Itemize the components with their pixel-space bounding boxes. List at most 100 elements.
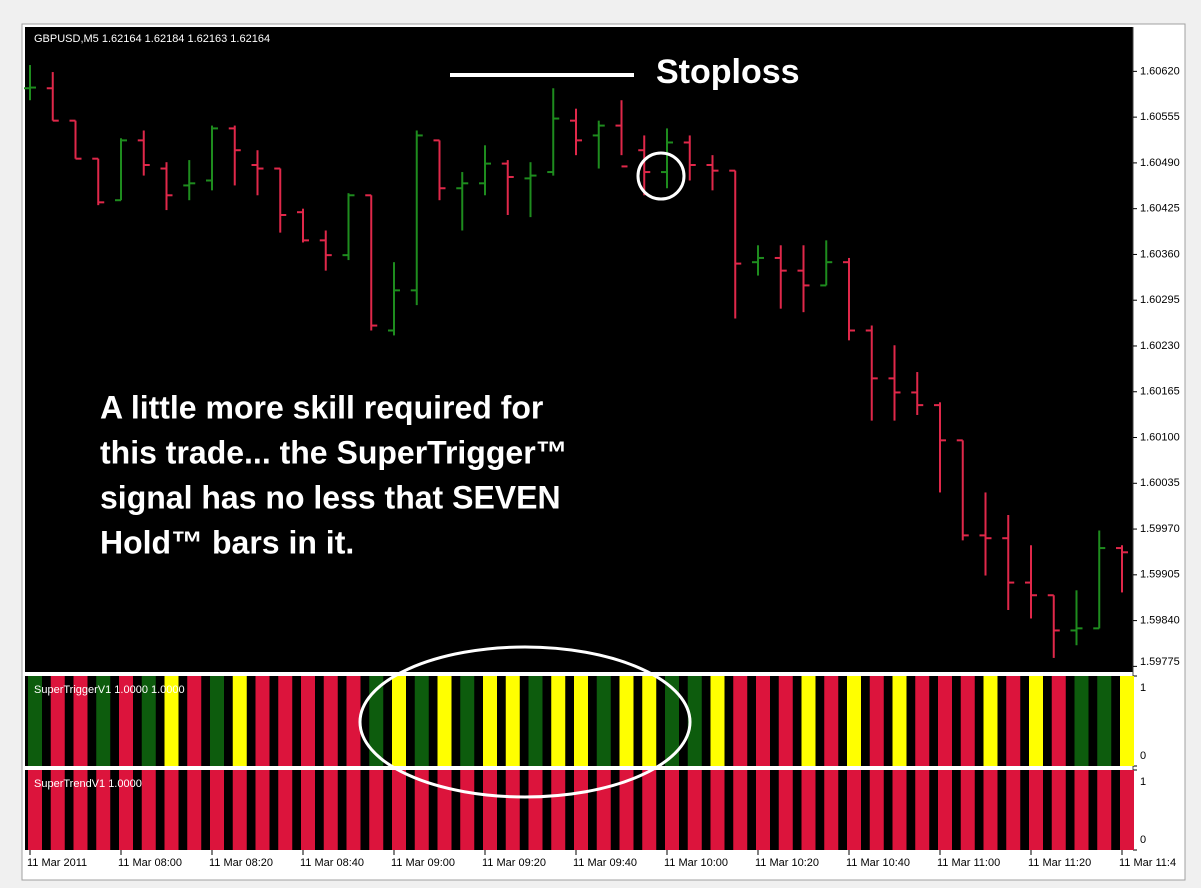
- annotation-text: Hold™ bars in it.: [100, 524, 354, 560]
- y-tick-label: 1: [1140, 776, 1146, 788]
- indicator-bar: [983, 676, 998, 766]
- indicator-bar: [232, 770, 247, 850]
- highlight-circle: [636, 151, 686, 201]
- indicator-bar: [141, 676, 156, 766]
- indicator-bar: [278, 770, 293, 850]
- x-tick-label: 11 Mar 2011: [27, 857, 87, 869]
- indicator-bar: [323, 770, 338, 850]
- indicator-bar: [574, 676, 588, 766]
- indicator-bar: [210, 676, 224, 766]
- indicator-bar: [551, 676, 566, 766]
- indicator-bar: [801, 770, 816, 850]
- x-tick-label: 11 Mar 08:20: [209, 857, 273, 869]
- indicator-bar: [1029, 770, 1043, 850]
- indicator-bar: [369, 676, 384, 766]
- indicator-bar: [437, 770, 452, 850]
- annotation: Stoploss: [656, 53, 800, 91]
- y-tick-label: 1.60165: [1140, 386, 1180, 398]
- y-tick-label: 1.60295: [1140, 294, 1180, 306]
- indicator-bar: [414, 676, 429, 766]
- marks: 1.60620 1.60555 1.60490 1.60425 1.60360 1.602…: [24, 65, 1180, 869]
- y-tick-label: 1.60035: [1140, 477, 1180, 489]
- highlight-ellipse: [358, 645, 692, 799]
- indicator-bar: [392, 770, 406, 850]
- indicator-bar: [1097, 770, 1112, 850]
- indicator-bar: [119, 676, 133, 766]
- indicator-bar: [437, 676, 452, 766]
- y-tick-label: 1.59840: [1140, 615, 1180, 627]
- indicator-bar: [551, 770, 566, 850]
- indicator-bar: [824, 770, 839, 850]
- indicator-bar: [528, 676, 543, 766]
- x-tick-label: 11 Mar 11:00: [937, 857, 1000, 869]
- indicator-bar: [778, 770, 793, 850]
- indicator-bar: [756, 676, 770, 766]
- x-tick-label: 11 Mar 10:00: [664, 857, 728, 869]
- y-tick-label: 1.59775: [1140, 656, 1180, 668]
- indicator-bar: [596, 770, 611, 850]
- x-tick-label: 11 Mar 09:20: [482, 857, 546, 869]
- indicator-bar: [96, 676, 111, 766]
- indicator-bar: [187, 770, 202, 850]
- indicator-bar: [1006, 676, 1021, 766]
- indicator-bar: [1051, 676, 1066, 766]
- indicator-bar: [323, 676, 338, 766]
- indicator-bar: [915, 770, 930, 850]
- indicator-bar: [915, 676, 930, 766]
- chart-title: GBPUSD,M5 1.62164 1.62184 1.62163 1.6216…: [34, 33, 270, 45]
- indicator-bar: [1074, 676, 1089, 766]
- y-tick-label: 1: [1140, 682, 1146, 694]
- indicator-bar: [1051, 770, 1066, 850]
- indicator-bar: [1074, 770, 1089, 850]
- indicator-bar: [847, 676, 861, 766]
- y-tick-label: 1.59905: [1140, 569, 1180, 581]
- y-tick-label: 1.60100: [1140, 431, 1180, 443]
- indicator-bar: [210, 770, 224, 850]
- x-tick-label: 11 Mar 09:00: [391, 857, 455, 869]
- indicator-bar: [392, 676, 406, 766]
- indicator-bar: [938, 770, 952, 850]
- indicator-bar: [164, 770, 179, 850]
- y-tick-label: 1.60425: [1140, 203, 1180, 215]
- x-tick-label: 11 Mar 09:40: [573, 857, 637, 869]
- x-tick-label: 11 Mar 10:40: [846, 857, 910, 869]
- indicator-bar: [187, 676, 202, 766]
- x-tick-label: 11 Mar 11:20: [1028, 857, 1091, 869]
- indicator-bar: [301, 676, 315, 766]
- y-tick-label: 1.59970: [1140, 523, 1180, 535]
- indicator-bar: [960, 676, 975, 766]
- indicator-bar: [73, 770, 88, 850]
- indicator-bar: [710, 770, 725, 850]
- indicator-bar: [824, 676, 839, 766]
- indicator-bar: [232, 676, 247, 766]
- y-tick-label: 1.60490: [1140, 157, 1180, 169]
- indicator-bar: [960, 770, 975, 850]
- indicator-bar: [1029, 676, 1043, 766]
- indicator-bar: [574, 770, 588, 850]
- indicator-bar: [596, 676, 611, 766]
- indicator-bar: [505, 676, 520, 766]
- indicator-bar: [346, 770, 361, 850]
- indicator-title: SuperTriggerV1 1.0000 1.0000: [34, 684, 185, 696]
- indicator-bar: [710, 676, 725, 766]
- indicator-bar: [869, 676, 884, 766]
- indicator-bar: [278, 676, 293, 766]
- indicator-bar: [28, 676, 42, 766]
- indicator-bar: [1097, 676, 1112, 766]
- indicator-bar: [619, 770, 634, 850]
- indicator-bar: [50, 676, 65, 766]
- indicator-bar: [460, 770, 475, 850]
- y-tick-label: 0: [1140, 750, 1146, 762]
- indicator-bar: [642, 770, 657, 850]
- indicator-bar: [28, 770, 42, 850]
- indicator-bar: [665, 770, 679, 850]
- indicator-bar: [505, 770, 520, 850]
- indicator-bar: [733, 770, 748, 850]
- indicator-bar: [255, 770, 270, 850]
- indicator-bar: [73, 676, 88, 766]
- indicator-bar: [869, 770, 884, 850]
- indicator-title: SuperTrendV1 1.0000: [34, 778, 142, 790]
- x-tick-label: 11 Mar 11:4: [1119, 857, 1176, 869]
- indicator-bar: [369, 770, 384, 850]
